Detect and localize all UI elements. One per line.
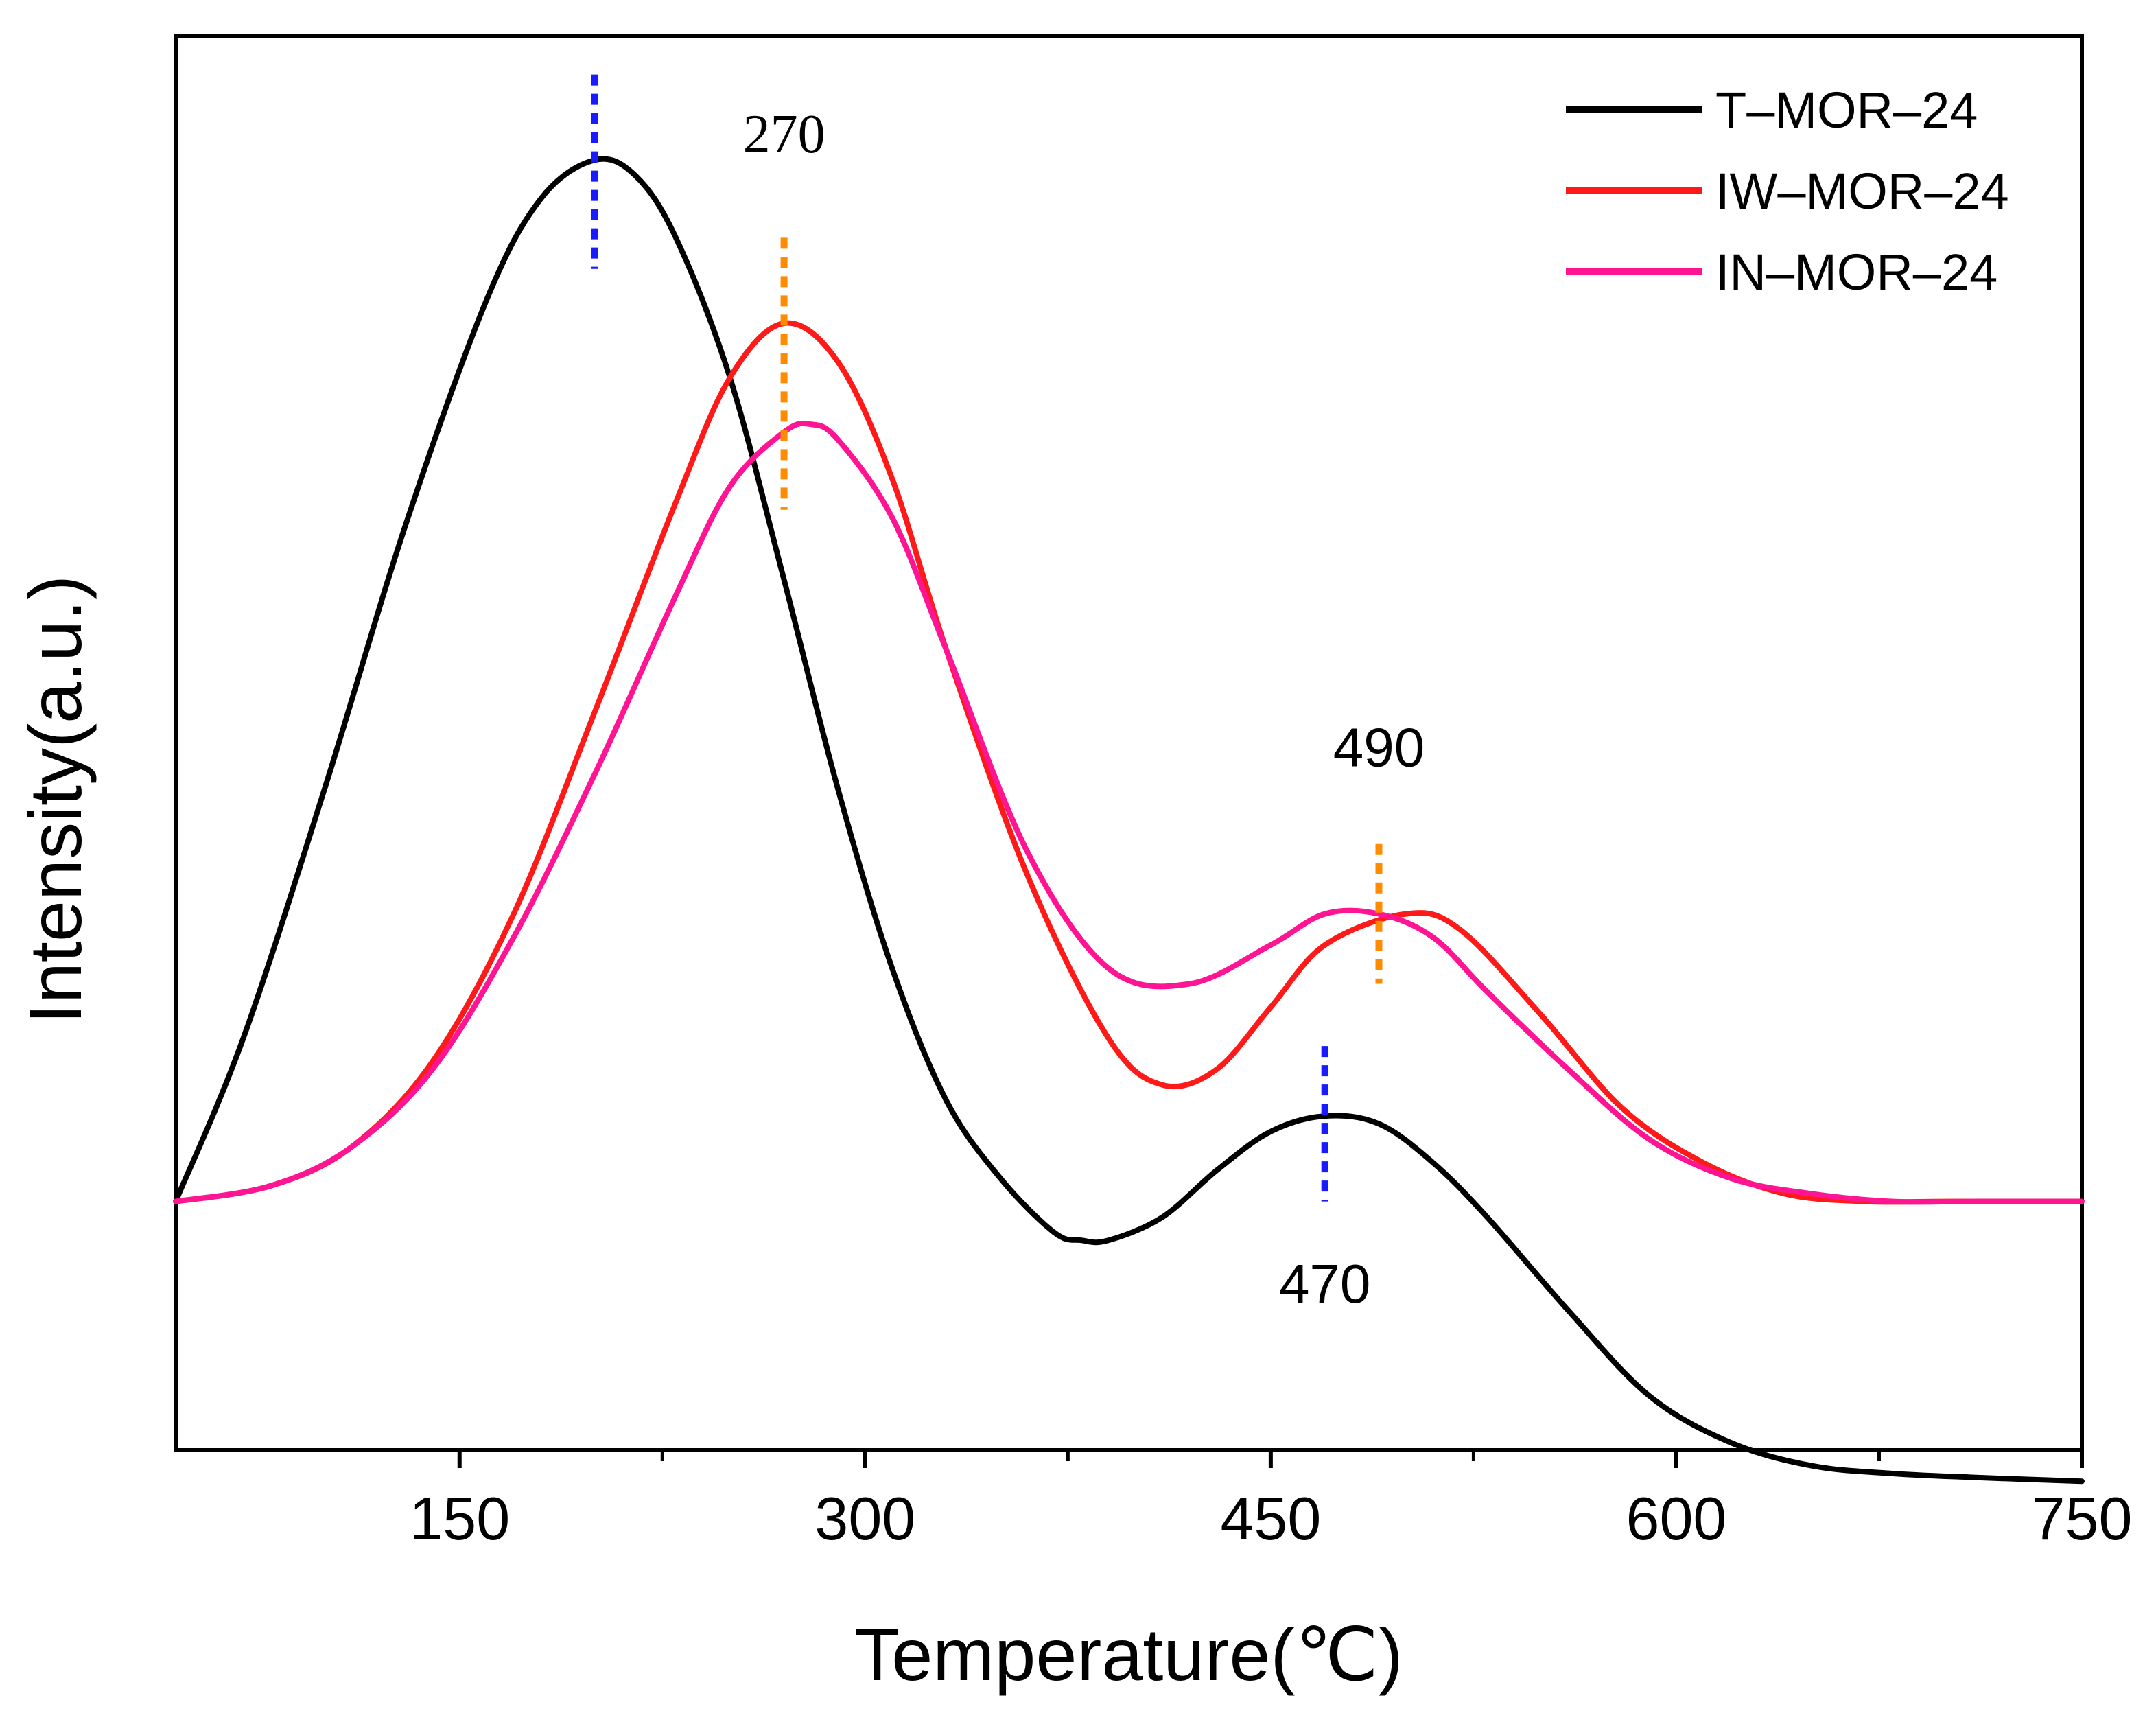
legend-label-2: IW–MOR–24 <box>1715 163 2009 220</box>
peak-label-490: 490 <box>1333 717 1425 778</box>
x-axis-title: Temperature(℃) <box>854 1613 1403 1696</box>
x-axis-tick-labels: 150 300 450 600 750 <box>409 1485 2132 1552</box>
x-tick-label: 450 <box>1220 1485 1321 1552</box>
x-axis-ticks <box>457 1450 2084 1468</box>
peak-label-270: 270 <box>743 104 825 165</box>
plot-frame <box>174 34 2084 1452</box>
peak-annotations: 200 270 490 470 <box>549 0 1425 1314</box>
peak-label-470: 470 <box>1279 1253 1370 1314</box>
x-tick-label: 300 <box>815 1485 915 1552</box>
series-line-2 <box>173 320 2085 1205</box>
series-line-1 <box>173 156 2085 1485</box>
series-lines <box>173 156 2085 1485</box>
x-tick-label: 150 <box>409 1485 510 1552</box>
legend: T–MOR–24 IW–MOR–24 IN–MOR–24 <box>1566 82 2009 301</box>
peak-label-200: 200 <box>549 0 640 1</box>
series-line-3 <box>173 420 2085 1205</box>
x-tick-label: 600 <box>1626 1485 1727 1552</box>
legend-label-1: T–MOR–24 <box>1715 82 1978 139</box>
x-tick-label: 750 <box>2032 1485 2133 1552</box>
legend-label-3: IN–MOR–24 <box>1715 244 1997 301</box>
y-axis-title: Intensity(a.u.) <box>14 575 97 1024</box>
